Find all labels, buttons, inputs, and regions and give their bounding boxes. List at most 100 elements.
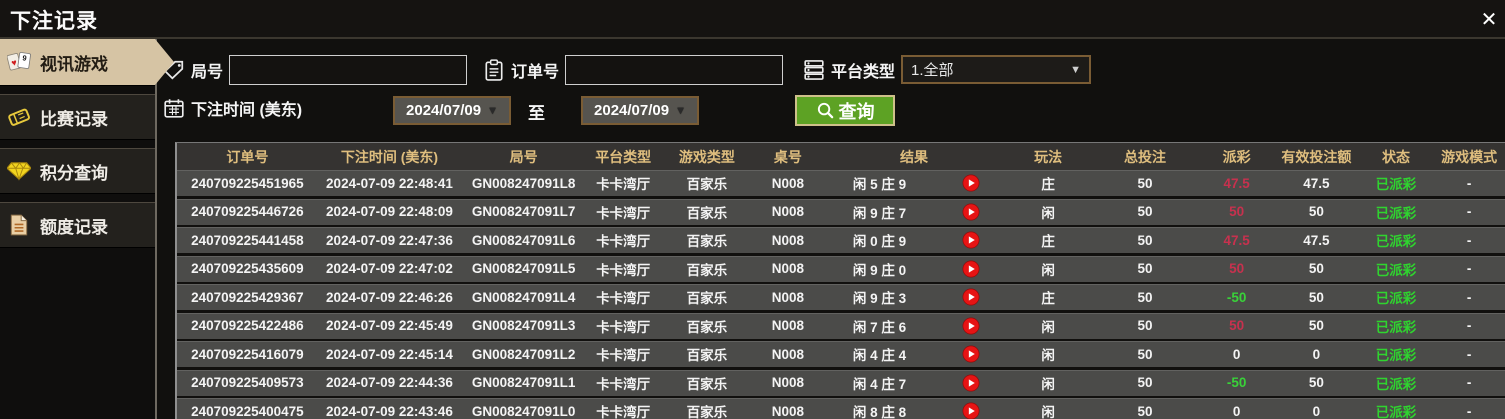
play-icon[interactable] [962, 402, 980, 419]
round-no-input[interactable] [229, 55, 468, 85]
main-panel: 局号 订单号 平台类型 1.全部 ▼ [157, 39, 1505, 419]
cell-table-no: N008 [771, 175, 804, 191]
cell-replay [937, 231, 1006, 249]
sidebar-item-label: 比赛记录 [40, 109, 108, 129]
playing-cards-icon: ♥ 9 [7, 51, 31, 73]
platform-type-select[interactable]: 1.全部 ▼ [901, 55, 1092, 84]
cell-replay [937, 260, 1006, 278]
table-body: 240709225451965 2024-07-09 22:48:41 GN00… [177, 170, 1505, 419]
cell-replay [937, 374, 1006, 392]
page-title: 下注记录 [10, 10, 98, 33]
svg-text:♥: ♥ [10, 57, 18, 68]
cell-platform: 卡卡湾厅 [596, 177, 651, 192]
cell-game-mode: - [1466, 403, 1472, 419]
date-from-value: 2024/07/09 [406, 102, 482, 119]
cell-valid-bet: 47.5 [1303, 175, 1330, 191]
sidebar-item-label: 额度记录 [40, 217, 108, 237]
query-button[interactable]: 查询 [795, 95, 895, 126]
cell-result: 闲 4 庄 7 [852, 376, 907, 392]
cell-payout: 47.5 [1223, 232, 1250, 248]
order-no-input[interactable] [565, 55, 784, 85]
cell-table-no: N008 [771, 289, 804, 305]
sidebar-item-match-records[interactable]: 比赛记录 [0, 94, 155, 140]
cell-game-type: 百家乐 [686, 177, 728, 192]
cell-game-type: 百家乐 [686, 291, 728, 306]
cell-replay [937, 174, 1006, 192]
play-icon[interactable] [962, 345, 980, 363]
platform-type-label: 平台类型 [831, 63, 896, 81]
cell-game-type: 百家乐 [686, 319, 728, 335]
play-icon[interactable] [962, 203, 980, 221]
date-to-select[interactable]: 2024/07/09 ▼ [581, 96, 699, 125]
table-row: 240709225409573 2024-07-09 22:44:36 GN00… [177, 369, 1505, 396]
sidebar-item-video-games[interactable]: ♥ 9 视讯游戏 [0, 39, 174, 86]
col-header-payout: 派彩 [1222, 148, 1251, 165]
cell-platform: 卡卡湾厅 [596, 205, 651, 221]
cell-game-type: 百家乐 [686, 234, 728, 249]
cell-platform: 卡卡湾厅 [596, 234, 651, 249]
play-icon[interactable] [962, 288, 980, 306]
order-no-label: 订单号 [511, 64, 560, 81]
date-from-select[interactable]: 2024/07/09 ▼ [393, 96, 511, 125]
cell-game-mode: - [1466, 289, 1472, 305]
cell-table-no: N008 [771, 375, 804, 390]
col-header-game-mode: 游戏模式 [1441, 148, 1498, 165]
cell-bet-time: 2024-07-09 22:48:09 [326, 204, 453, 219]
platform-type-value: 1.全部 [911, 62, 954, 79]
clipboard-icon [483, 59, 505, 81]
ticket-icon [7, 106, 31, 128]
col-header-bet-time: 下注时间 (美东) [340, 148, 439, 165]
cell-order-no: 240709225429367 [191, 289, 304, 305]
cell-replay [937, 402, 1006, 419]
cell-platform: 卡卡湾厅 [596, 319, 651, 335]
search-icon [816, 101, 835, 120]
table-row: 240709225416079 2024-07-09 22:45:14 GN00… [177, 341, 1505, 367]
calendar-icon [163, 97, 185, 119]
cell-valid-bet: 50 [1308, 289, 1324, 305]
table-row: 240709225422486 2024-07-09 22:45:49 GN00… [177, 312, 1505, 339]
cell-round-no: GN008247091L1 [471, 375, 576, 390]
cell-round-no: GN008247091L3 [471, 318, 576, 333]
round-no-label: 局号 [191, 64, 224, 81]
cell-bet-time: 2024-07-09 22:45:14 [326, 346, 453, 362]
cell-play-type: 闲 [1041, 205, 1055, 221]
table-row: 240709225451965 2024-07-09 22:48:41 GN00… [177, 170, 1505, 196]
play-icon[interactable] [962, 231, 980, 249]
play-icon[interactable] [962, 374, 980, 392]
date-to-separator: 至 [528, 104, 545, 123]
table-row: 240709225446726 2024-07-09 22:48:09 GN00… [177, 198, 1505, 225]
cell-total-bet: 50 [1137, 175, 1153, 191]
cell-payout: -50 [1226, 289, 1247, 305]
cell-table-no: N008 [771, 403, 804, 419]
cell-platform: 卡卡湾厅 [596, 405, 651, 419]
table-row: 240709225435609 2024-07-09 22:47:02 GN00… [177, 255, 1505, 282]
cell-order-no: 240709225409573 [191, 375, 304, 390]
close-icon[interactable]: ✕ [1480, 9, 1498, 31]
cell-valid-bet: 50 [1308, 375, 1324, 390]
cell-valid-bet: 47.5 [1303, 232, 1330, 248]
cell-result: 闲 9 庄 0 [852, 262, 907, 278]
cell-game-mode: - [1466, 375, 1472, 390]
cell-status: 已派彩 [1375, 348, 1417, 363]
col-header-game-type: 游戏类型 [678, 148, 735, 165]
cell-replay [937, 203, 1006, 221]
cell-valid-bet: 50 [1308, 204, 1324, 219]
table-row: 240709225400475 2024-07-09 22:43:46 GN00… [177, 398, 1505, 419]
play-icon[interactable] [962, 174, 980, 192]
cell-payout: 0 [1232, 403, 1241, 419]
sidebar-item-points-query[interactable]: 积分查询 [0, 148, 155, 194]
cell-status: 已派彩 [1375, 376, 1417, 392]
col-header-status: 状态 [1382, 148, 1411, 165]
sidebar-item-quota-records[interactable]: 额度记录 [0, 202, 155, 248]
cell-bet-time: 2024-07-09 22:48:41 [326, 175, 453, 191]
play-icon[interactable] [962, 317, 980, 335]
cell-game-type: 百家乐 [686, 205, 728, 221]
cell-bet-time: 2024-07-09 22:45:49 [326, 318, 453, 333]
col-header-platform: 平台类型 [595, 148, 652, 165]
cell-play-type: 庄 [1041, 234, 1055, 249]
cell-bet-time: 2024-07-09 22:46:26 [326, 289, 453, 305]
cell-platform: 卡卡湾厅 [596, 262, 651, 278]
platform-list-icon [803, 59, 825, 81]
play-icon[interactable] [962, 260, 980, 278]
cell-play-type: 闲 [1041, 405, 1055, 419]
